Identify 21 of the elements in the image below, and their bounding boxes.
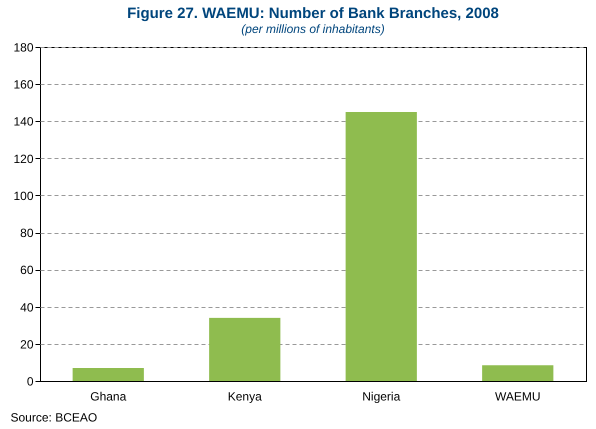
- chart-subtitle: (per millions of inhabitants): [241, 22, 385, 36]
- y-tick-label: 20: [20, 337, 34, 352]
- source-note: Source: BCEAO: [10, 410, 98, 424]
- bar: [346, 112, 417, 381]
- y-tick-label: 120: [13, 152, 34, 166]
- y-tick-label: 160: [13, 78, 34, 92]
- bar: [482, 365, 554, 381]
- y-tick-label: 180: [13, 40, 34, 54]
- x-tick-label: Nigeria: [362, 390, 401, 404]
- y-tick-label: 80: [20, 226, 34, 240]
- x-tick-label: Ghana: [90, 390, 127, 404]
- y-tick-label: 140: [13, 114, 34, 129]
- y-tick-label: 40: [20, 300, 34, 314]
- y-tick-label: 0: [26, 374, 34, 388]
- bar: [209, 318, 280, 381]
- x-tick-label: Kenya: [228, 390, 262, 404]
- chart-title: Figure 27. WAEMU: Number of Bank Branches, 2008: [127, 5, 499, 22]
- x-tick-label: WAEMU: [494, 390, 541, 404]
- y-tick-label: 100: [13, 188, 34, 203]
- y-tick-label: 60: [20, 263, 34, 278]
- bar: [72, 368, 144, 381]
